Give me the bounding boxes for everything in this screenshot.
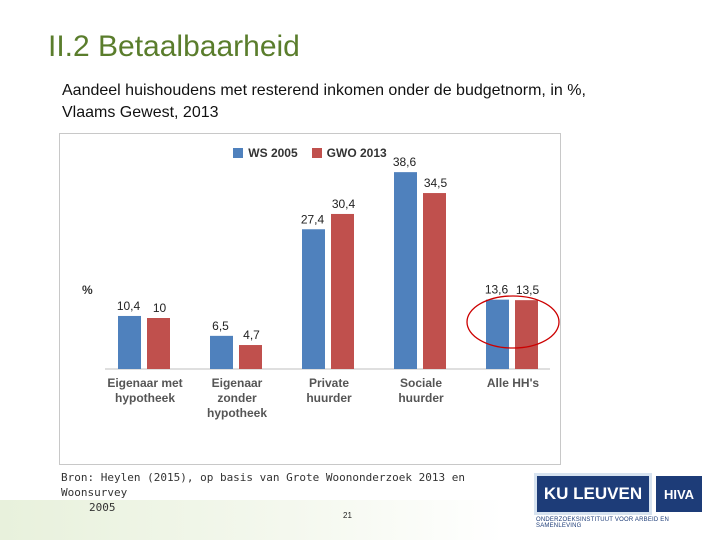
data-label-gwo2013-2: 30,4 — [332, 197, 356, 211]
y-axis-label: % — [82, 283, 93, 297]
category-label-1-0: Eigenaar — [212, 376, 263, 390]
bar-ws2005-2 — [302, 229, 325, 369]
chart-container: WS 2005 GWO 2013 % 10,4 10 Eigenaar met hypo… — [59, 133, 561, 465]
data-label-ws2005-3: 38,6 — [393, 155, 417, 169]
page-number: 21 — [343, 511, 352, 520]
data-label-gwo2013-3: 34,5 — [424, 176, 448, 190]
data-label-gwo2013-0: 10 — [153, 301, 167, 315]
slide-title: II.2 Betaalbaarheid — [48, 30, 300, 63]
bar-gwo2013-0 — [147, 318, 170, 369]
source-note: Bron: Heylen (2015), op basis van Grote … — [61, 470, 531, 515]
category-label-1-2: hypotheek — [207, 406, 267, 420]
logo-subtext: ONDERZOEKSINSTITUUT VOOR ARBEID EN SAMEN… — [536, 517, 670, 529]
bar-ws2005-0 — [118, 315, 141, 369]
category-label-2-1: huurder — [306, 391, 352, 405]
chart-subtitle: Aandeel huishoudens met resterend inkome… — [62, 82, 586, 121]
data-label-ws2005-0: 10,4 — [117, 299, 141, 313]
bar-gwo2013-3 — [423, 193, 446, 369]
bar-ws2005-1 — [210, 335, 233, 369]
legend-label-ws2005: WS 2005 — [248, 146, 298, 160]
category-label-0-1: hypotheek — [115, 391, 175, 405]
highlight-ellipse — [466, 295, 560, 349]
category-label-3-0: Sociale — [400, 376, 442, 390]
bar-gwo2013-1 — [239, 345, 262, 369]
category-label-1-1: zonder — [217, 391, 257, 405]
legend-label-gwo2013: GWO 2013 — [326, 146, 387, 160]
source-line-2: 2005 — [89, 501, 116, 514]
data-label-ws2005-1: 6,5 — [212, 319, 229, 333]
legend-swatch-gwo2013 — [311, 148, 322, 158]
bar-gwo2013-2 — [331, 213, 354, 369]
data-label-gwo2013-4: 13,5 — [516, 283, 540, 297]
bar-ws2005-4 — [486, 299, 509, 369]
legend-item-gwo2013: GWO 2013 — [311, 146, 387, 160]
data-label-gwo2013-1: 4,7 — [243, 328, 260, 342]
chart-legend: WS 2005 GWO 2013 — [60, 146, 560, 160]
ku-leuven-logo: KU LEUVEN — [534, 473, 652, 515]
bar-gwo2013-4 — [515, 300, 538, 369]
hiva-logo: HIVA — [656, 476, 702, 512]
legend-swatch-ws2005 — [233, 148, 244, 158]
category-label-0-0: Eigenaar met — [107, 376, 182, 390]
data-label-ws2005-2: 27,4 — [301, 212, 325, 226]
legend-item-ws2005: WS 2005 — [233, 146, 298, 160]
category-label-3-1: huurder — [398, 391, 444, 405]
category-label-4-0: Alle HH's — [487, 376, 540, 390]
bar-ws2005-3 — [394, 172, 417, 369]
category-label-2-0: Private — [309, 376, 349, 390]
data-label-ws2005-4: 13,6 — [485, 283, 509, 297]
source-line-1: Bron: Heylen (2015), op basis van Grote … — [61, 471, 465, 499]
